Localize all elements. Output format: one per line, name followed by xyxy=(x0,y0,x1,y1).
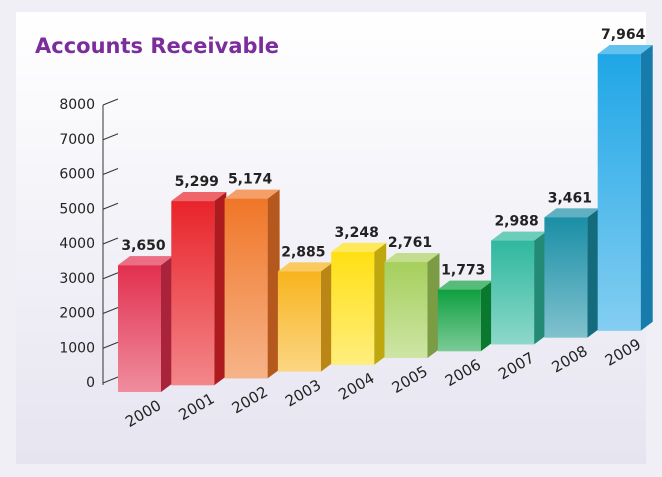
y-tick-label: 1000 xyxy=(59,340,95,356)
bar-shine xyxy=(171,201,215,386)
tick-mark xyxy=(102,341,119,349)
tick-mark xyxy=(102,307,119,314)
tick-mark xyxy=(102,168,119,175)
bar-side xyxy=(587,208,600,338)
y-tick-label: 0 xyxy=(86,375,95,391)
bar-shine xyxy=(597,54,641,331)
bar-top-shine xyxy=(171,192,227,202)
bar-shine xyxy=(277,271,321,372)
y-tick-label: 6000 xyxy=(59,167,95,183)
bar-top-shine xyxy=(384,253,440,263)
value-label: 2,761 xyxy=(388,235,432,251)
bar-shine xyxy=(384,262,428,358)
bar-shine xyxy=(118,265,161,392)
bar-shine xyxy=(224,198,268,379)
bar-top xyxy=(331,242,387,252)
tick-mark xyxy=(102,202,119,210)
value-label: 5,174 xyxy=(228,172,273,188)
y-tick-label: 2000 xyxy=(59,306,95,322)
y-tick-label: 7000 xyxy=(59,132,95,148)
tick-mark xyxy=(102,237,119,245)
bar-side xyxy=(320,262,333,372)
bar-top-shine xyxy=(118,256,173,266)
bar-top xyxy=(437,280,493,290)
bar-shine xyxy=(437,289,481,352)
bar-side-shade xyxy=(534,231,547,345)
bar-side xyxy=(214,192,227,386)
bar-top-shine xyxy=(437,280,493,290)
bar-top xyxy=(277,262,333,272)
value-label: 7,964 xyxy=(601,27,646,43)
bar-side xyxy=(427,253,440,358)
bar-top-shine xyxy=(544,208,600,218)
bar-shine xyxy=(544,217,588,338)
bar-top-shine xyxy=(277,262,333,272)
value-label: 5,299 xyxy=(175,174,219,190)
bar-top xyxy=(224,189,280,199)
bar-side xyxy=(374,242,387,365)
y-tick-label: 4000 xyxy=(59,236,95,252)
y-tick-label: 3000 xyxy=(59,271,95,287)
bar-side-shade xyxy=(480,280,493,352)
bar-side-shade xyxy=(320,262,333,372)
bar-side xyxy=(480,280,493,352)
value-label: 3,650 xyxy=(121,238,166,254)
bar-top-shine xyxy=(597,45,653,55)
value-label: 3,461 xyxy=(548,190,592,206)
bar-top xyxy=(491,231,547,241)
y-tick-label: 8000 xyxy=(59,97,95,113)
bar-side-shade xyxy=(214,192,227,386)
tick-mark xyxy=(102,272,119,280)
bar-top-shine xyxy=(331,242,387,252)
bar-top xyxy=(597,45,653,55)
bar-top-shine xyxy=(491,231,547,241)
bar-side xyxy=(267,189,280,379)
bar-top-shine xyxy=(224,189,280,199)
bar-top xyxy=(171,192,227,202)
bar-side-shade xyxy=(640,45,653,331)
bar-side-shade xyxy=(267,189,280,379)
bar-shine xyxy=(331,251,375,365)
bar-side xyxy=(534,231,547,345)
bar-side-shade xyxy=(161,256,173,392)
chart-title: Accounts Receivable xyxy=(35,34,279,58)
y-tick-label: 5000 xyxy=(59,201,95,217)
tick-mark xyxy=(102,376,119,384)
tick-mark xyxy=(102,133,119,141)
bar-side xyxy=(640,45,653,331)
bar-top xyxy=(118,256,173,266)
value-label: 1,773 xyxy=(441,263,485,279)
bar-shine xyxy=(491,240,535,345)
bar-side-shade xyxy=(587,208,600,338)
value-label: 2,988 xyxy=(494,214,538,230)
bar-side-shade xyxy=(374,242,387,365)
bar-top xyxy=(384,253,440,263)
bar-top xyxy=(544,208,600,218)
tick-mark xyxy=(102,98,119,106)
value-label: 2,885 xyxy=(281,244,325,260)
bar-side-shade xyxy=(427,253,440,358)
bar-side xyxy=(161,256,173,392)
value-label: 3,248 xyxy=(335,225,379,241)
